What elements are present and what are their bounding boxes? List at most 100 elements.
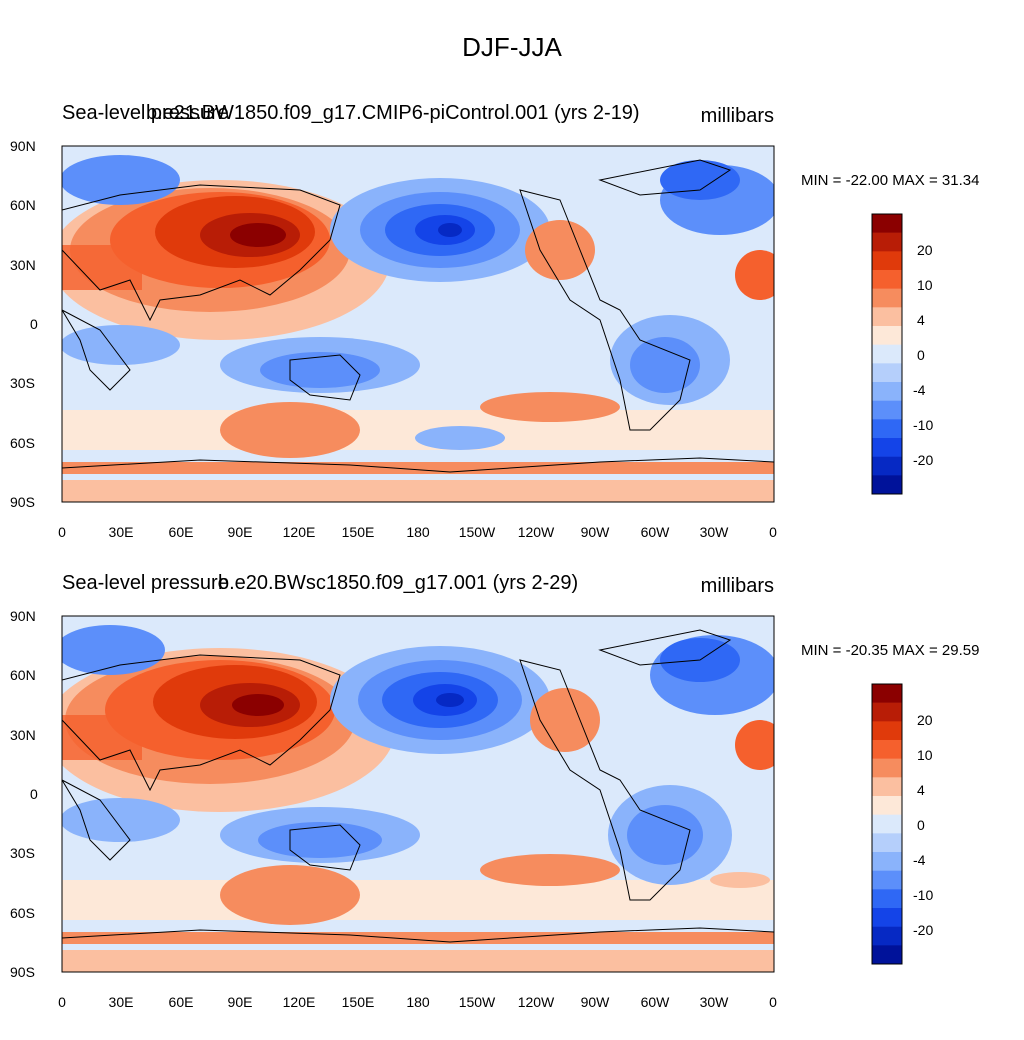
colorbar-label: -4: [913, 382, 926, 398]
colorbar-label: 4: [917, 782, 925, 798]
units-label: millibars: [700, 575, 774, 597]
lon-tick-label: 90W: [581, 994, 611, 1010]
map-panel-1: Sea-level pressure b.e21.BW1850.f09_g17.…: [0, 100, 1024, 570]
lon-tick-label: 0: [769, 524, 777, 540]
colorbar-labels-1: 20 10 4 0 -4 -10 -20: [913, 242, 933, 468]
colorbar-swatch: [872, 796, 902, 815]
lat-tick-label: 30S: [10, 845, 35, 861]
lon-tick-label: 30W: [700, 994, 730, 1010]
colorbar-swatch: [872, 814, 902, 834]
colorbar-label: 10: [917, 747, 933, 763]
lat-axis-1: 90N 60N 30N 0 30S 60S 90S: [10, 138, 38, 510]
lat-tick-label: 90S: [10, 494, 35, 510]
lat-tick-label: 90N: [10, 608, 36, 624]
lat-tick-label: 30N: [10, 727, 36, 743]
colorbar-swatch: [872, 326, 902, 345]
colorbar-swatch: [872, 777, 902, 797]
variable-label: Sea-level pressure: [62, 572, 229, 594]
colorbar-label: 20: [917, 242, 933, 258]
lon-tick-label: 30E: [109, 524, 134, 540]
case-label: b.e21.BW1850.f09_g17.CMIP6-piControl.001…: [146, 102, 640, 124]
colorbar-1: [871, 213, 903, 495]
lon-tick-label: 120E: [283, 994, 316, 1010]
colorbar-label: 0: [917, 347, 925, 363]
colorbar-swatch: [872, 363, 902, 383]
figure-title: DJF-JJA: [462, 32, 562, 62]
coastlines-2: [62, 629, 774, 943]
lon-tick-label: 120W: [518, 524, 555, 540]
coastlines-1: [62, 159, 774, 473]
lon-tick-label: 0: [58, 524, 66, 540]
pressure-field-2: [62, 616, 774, 972]
colorbar-label: -20: [913, 452, 933, 468]
case-label: b.e20.BWsc1850.f09_g17.001 (yrs 2-29): [218, 572, 579, 594]
colorbar-swatch: [872, 456, 902, 476]
lon-tick-label: 120W: [518, 994, 555, 1010]
lat-tick-label: 30S: [10, 375, 35, 391]
lon-tick-label: 150W: [459, 994, 496, 1010]
lon-tick-label: 150W: [459, 524, 496, 540]
colorbar-label: 4: [917, 312, 925, 328]
colorbar-label: 0: [917, 817, 925, 833]
lon-tick-label: 60E: [169, 524, 194, 540]
colorbar-swatch: [872, 288, 902, 308]
map-2-svg: 90N 60N 30N 0 30S 60S 90S 0 30E 60E 90E …: [10, 608, 933, 1010]
colorbar-swatch: [872, 740, 902, 759]
colorbar-swatch: [872, 870, 902, 890]
colorbar-swatch: [872, 344, 902, 364]
colorbar-swatch: [872, 214, 902, 233]
lon-tick-label: 60W: [641, 994, 671, 1010]
colorbar-swatch: [872, 475, 902, 495]
min-max-label: MIN = -22.00 MAX = 31.34: [801, 172, 980, 189]
lat-tick-label: 60N: [10, 197, 36, 213]
lon-axis-2: 0 30E 60E 90E 120E 150E 180 150W 120W 90…: [58, 994, 777, 1010]
colorbar-frame: [871, 683, 903, 965]
lon-tick-label: 30E: [109, 994, 134, 1010]
map-panel-2: Sea-level pressure b.e20.BWsc1850.f09_g1…: [0, 570, 1024, 1040]
colorbar-swatch: [872, 270, 902, 289]
lat-tick-label: 90N: [10, 138, 36, 154]
colorbar-swatch: [872, 251, 902, 271]
variable-label: Sea-level pressure: [62, 102, 229, 124]
colorbar-label: -20: [913, 922, 933, 938]
lon-tick-label: 0: [58, 994, 66, 1010]
colorbar-swatch: [872, 419, 902, 439]
colorbar-swatch: [872, 833, 902, 853]
colorbar-swatch: [872, 684, 902, 703]
colorbar-swatch: [872, 721, 902, 741]
colorbar-swatch: [872, 945, 902, 965]
colorbar-frame: [871, 213, 903, 495]
lon-tick-label: 180: [406, 524, 430, 540]
lon-tick-label: 90E: [228, 524, 253, 540]
colorbar-label: 20: [917, 712, 933, 728]
colorbar-labels-2: 20 10 4 0 -4 -10 -20: [913, 712, 933, 938]
lon-tick-label: 180: [406, 994, 430, 1010]
lat-tick-label: 30N: [10, 257, 36, 273]
lon-axis-1: 0 30E 60E 90E 120E 150E 180 150W 120W 90…: [58, 524, 777, 540]
colorbar-swatch: [872, 889, 902, 909]
lat-axis-2: 90N 60N 30N 0 30S 60S 90S: [10, 608, 38, 980]
lon-tick-label: 150E: [342, 524, 375, 540]
lat-tick-label: 90S: [10, 964, 35, 980]
colorbar-swatch: [872, 232, 902, 252]
lon-tick-label: 90E: [228, 994, 253, 1010]
colorbar-swatch: [872, 926, 902, 946]
units-label: millibars: [700, 105, 774, 127]
colorbar-swatch: [872, 307, 902, 327]
lon-tick-label: 60W: [641, 524, 671, 540]
lat-tick-label: 60S: [10, 905, 35, 921]
colorbar-swatch: [872, 400, 902, 420]
colorbar-label: -10: [913, 417, 933, 433]
lon-tick-label: 90W: [581, 524, 611, 540]
colorbar-label: 10: [917, 277, 933, 293]
lon-tick-label: 30W: [700, 524, 730, 540]
colorbar-swatch: [872, 758, 902, 778]
lon-tick-label: 120E: [283, 524, 316, 540]
lat-tick-label: 60N: [10, 667, 36, 683]
colorbar-swatch: [872, 852, 902, 871]
lat-tick-label: 0: [30, 786, 38, 802]
colorbar-swatch: [872, 908, 902, 927]
colorbar-label: -4: [913, 852, 926, 868]
lon-tick-label: 0: [769, 994, 777, 1010]
min-max-label: MIN = -20.35 MAX = 29.59: [801, 642, 980, 659]
